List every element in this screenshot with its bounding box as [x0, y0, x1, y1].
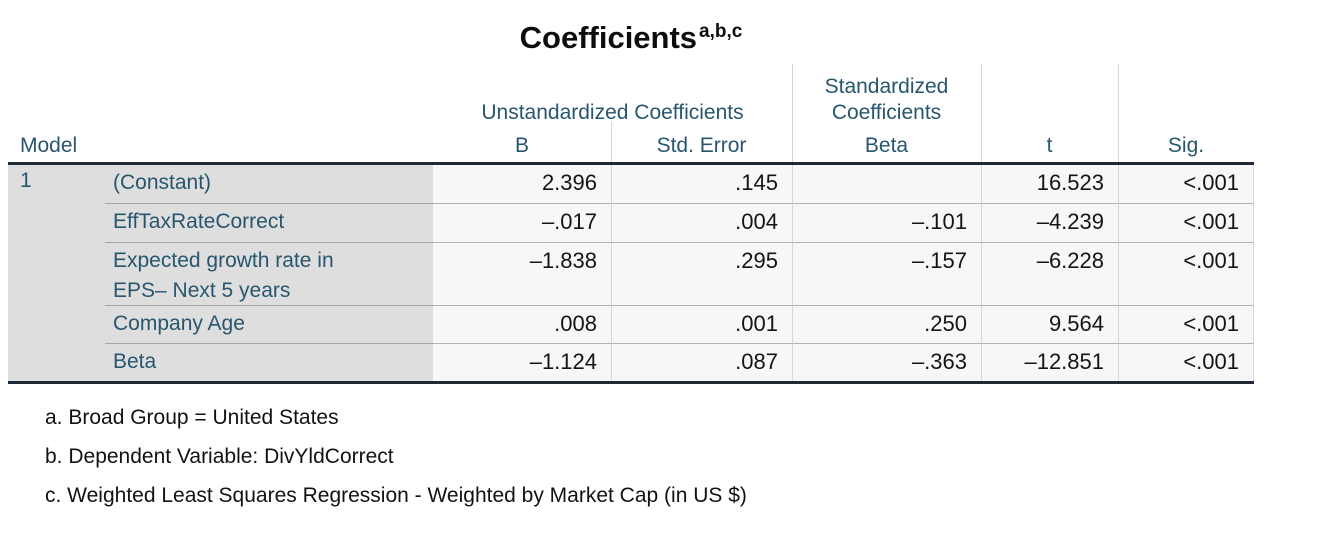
cell-b: –1.838: [433, 242, 611, 305]
cell-predictor-label: Expected growth rate in EPS– Next 5 year…: [105, 242, 433, 305]
cell-t: 16.523: [981, 165, 1118, 203]
footnote-a: a. Broad Group = United States: [45, 406, 339, 429]
predictor-label-text: Expected growth rate in EPS– Next 5 year…: [113, 249, 334, 302]
column-header-t: t: [1046, 134, 1053, 157]
table-title-text: Coefficients: [519, 20, 698, 55]
title-footnote-marks: a,b,c: [699, 21, 743, 42]
column-header-model: Model: [20, 134, 78, 157]
column-divider: [1118, 64, 1119, 162]
table-title: Coefficients a,b,c: [8, 20, 1254, 56]
cell-model-number: [8, 305, 105, 343]
column-divider: [981, 64, 982, 162]
cell-std-error: .087: [611, 343, 792, 381]
cell-std-error: .001: [611, 305, 792, 343]
table-row: Beta –1.124 .087 –.363 –12.851 <.001: [8, 343, 1254, 381]
table-header: Model Unstandardized Coefficients Standa…: [8, 64, 1254, 165]
cell-predictor-label: (Constant): [105, 165, 433, 203]
table-body: 1 (Constant) 2.396 .145 16.523 <.001 Eff…: [8, 165, 1254, 384]
cell-beta: –.157: [792, 242, 981, 305]
cell-t: 9.564: [981, 305, 1118, 343]
cell-sig: <.001: [1118, 242, 1254, 305]
cell-std-error: .004: [611, 203, 792, 242]
predictor-label-text: Company Age: [113, 312, 245, 335]
cell-model-number: 1: [8, 165, 105, 203]
cell-model-number: [8, 203, 105, 242]
cell-sig: <.001: [1118, 343, 1254, 381]
table-row: Expected growth rate in EPS– Next 5 year…: [8, 242, 1254, 305]
column-header-beta: Beta: [864, 134, 909, 157]
cell-beta: –.363: [792, 343, 981, 381]
cell-sig: <.001: [1118, 203, 1254, 242]
cell-beta: [792, 165, 981, 203]
cell-t: –6.228: [981, 242, 1118, 305]
table-footnotes: a. Broad Group = United States b. Depend…: [45, 398, 747, 515]
cell-b: .008: [433, 305, 611, 343]
cell-sig: <.001: [1118, 165, 1254, 203]
column-header-std-error: Std. Error: [656, 134, 747, 157]
column-divider: [792, 64, 793, 162]
cell-predictor-label: Beta: [105, 343, 433, 381]
cell-t: –12.851: [981, 343, 1118, 381]
predictor-label-text: Beta: [113, 350, 157, 373]
column-group-standardized: Standardized Coefficients: [824, 75, 949, 124]
table-row: EffTaxRateCorrect –.017 .004 –.101 –4.23…: [8, 203, 1254, 242]
cell-std-error: .295: [611, 242, 792, 305]
cell-b: 2.396: [433, 165, 611, 203]
footnote-c: c. Weighted Least Squares Regression - W…: [45, 484, 747, 507]
table-row: 1 (Constant) 2.396 .145 16.523 <.001: [8, 165, 1254, 203]
cell-sig: <.001: [1118, 305, 1254, 343]
coefficients-table: Model Unstandardized Coefficients Standa…: [8, 64, 1254, 384]
cell-std-error: .145: [611, 165, 792, 203]
cell-b: –1.124: [433, 343, 611, 381]
cell-predictor-label: Company Age: [105, 305, 433, 343]
table-row: Company Age .008 .001 .250 9.564 <.001: [8, 305, 1254, 343]
cell-beta: .250: [792, 305, 981, 343]
column-header-sig: Sig.: [1167, 134, 1205, 157]
column-divider: [611, 122, 612, 162]
footnote-b: b. Dependent Variable: DivYldCorrect: [45, 445, 394, 468]
cell-model-number: [8, 242, 105, 305]
column-header-b: B: [514, 134, 529, 157]
predictor-label-text: (Constant): [113, 171, 212, 194]
cell-predictor-label: EffTaxRateCorrect: [105, 203, 433, 242]
cell-model-number: [8, 343, 105, 381]
cell-t: –4.239: [981, 203, 1118, 242]
cell-b: –.017: [433, 203, 611, 242]
column-group-unstandardized: Unstandardized Coefficients: [481, 101, 744, 124]
cell-beta: –.101: [792, 203, 981, 242]
predictor-label-text: EffTaxRateCorrect: [113, 210, 285, 233]
